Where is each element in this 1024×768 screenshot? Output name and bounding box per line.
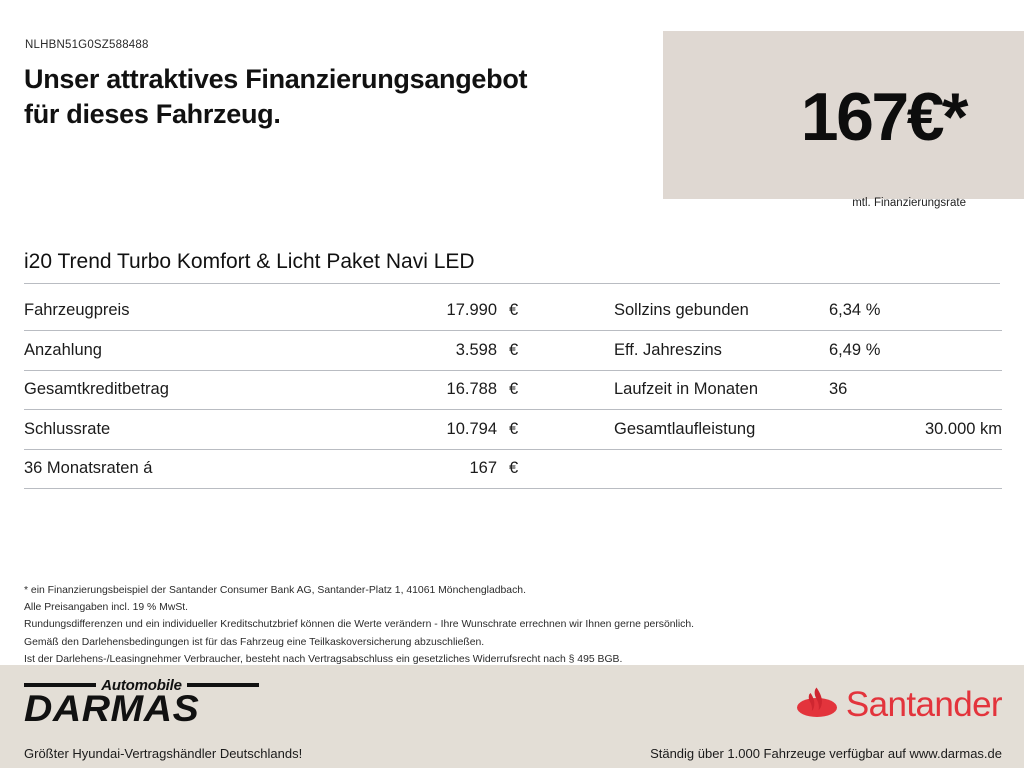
table-row: 36 Monatsraten á 167 € <box>24 449 1002 489</box>
disclaimer-line-4: Gemäß den Darlehensbedingungen ist für d… <box>24 636 485 648</box>
spec-label: Anzahlung <box>24 330 334 371</box>
spec-unit: € <box>509 291 614 331</box>
page-title-line-2: für dieses Fahrzeug. <box>24 99 281 130</box>
legal-disclaimer: * ein Finanzierungsbeispiel der Santande… <box>24 582 924 668</box>
spec-label: Eff. Jahreszins <box>614 330 829 371</box>
darmas-logo-main-text: DARMAS <box>24 688 200 729</box>
darmas-logo: Automobile DARMAS <box>24 676 259 729</box>
spec-label: Gesamtkreditbetrag <box>24 370 334 410</box>
table-row: Gesamtkreditbetrag 16.788 € Laufzeit in … <box>24 370 1002 410</box>
table-row: Fahrzeugpreis 17.990 € Sollzins gebunden… <box>24 291 1002 331</box>
dealer-tagline: Größter Hyundai-Vertragshändler Deutschl… <box>24 746 303 761</box>
spec-value: 167 <box>334 449 509 489</box>
spec-value: 30.000 km <box>829 409 1002 450</box>
spec-unit: € <box>509 370 614 410</box>
spec-label <box>614 449 829 489</box>
santander-logo-text: Santander <box>845 684 1003 724</box>
spec-label: Fahrzeugpreis <box>24 291 334 331</box>
spec-label: Sollzins gebunden <box>614 291 829 331</box>
spec-value: 17.990 <box>334 291 509 331</box>
spec-unit: € <box>509 330 614 371</box>
logo-rule-left-icon <box>24 683 97 687</box>
table-row: Schlussrate 10.794 € Gesamtlaufleistung … <box>24 409 1002 450</box>
spec-value: 6,34 % <box>829 291 1002 331</box>
monthly-rate-box: 167€* mtl. Finanzierungsrate <box>663 31 1024 209</box>
spec-value <box>829 449 1002 489</box>
availability-tagline: Ständig über 1.000 Fahrzeuge verfügbar a… <box>650 746 1002 761</box>
spec-unit: € <box>509 409 614 450</box>
table-row: Anzahlung 3.598 € Eff. Jahreszins 6,49 % <box>24 330 1002 371</box>
spec-label: Schlussrate <box>24 409 334 450</box>
monthly-rate-amount: 167€* <box>800 79 969 155</box>
darmas-logo-top-text: Automobile <box>101 676 182 694</box>
vehicle-model-title: i20 Trend Turbo Komfort & Licht Paket Na… <box>24 250 1000 284</box>
spec-value: 3.598 <box>334 330 509 371</box>
disclaimer-line-2: Alle Preisangaben incl. 19 % MwSt. <box>24 602 189 614</box>
spec-value: 6,49 % <box>829 330 1002 371</box>
darmas-logo-top-row: Automobile <box>24 676 259 694</box>
disclaimer-line-3: Rundungsdifferenzen und ein individuelle… <box>24 619 695 631</box>
spec-value: 36 <box>829 370 1002 410</box>
page-title: Unser attraktives Finanzierungsangebot f… <box>24 62 644 132</box>
spec-label: 36 Monatsraten á <box>24 449 334 489</box>
disclaimer-line-1: * ein Finanzierungsbeispiel der Santande… <box>24 585 526 596</box>
page-title-line-1: Unser attraktives Finanzierungsangebot <box>24 64 528 94</box>
spec-unit: € <box>509 449 614 489</box>
spec-value: 10.794 <box>334 409 509 450</box>
logo-rule-right-icon <box>186 683 259 687</box>
santander-flame-icon <box>796 686 838 723</box>
page-footer: Automobile DARMAS Größter Hyundai-Vertra… <box>0 665 1024 768</box>
disclaimer-line-5: Ist der Darlehens-/Leasingnehmer Verbrau… <box>24 653 623 665</box>
vehicle-identification-number: NLHBN51G0SZ588488 <box>25 39 149 51</box>
monthly-rate-caption: mtl. Finanzierungsrate <box>852 197 966 209</box>
financing-details-table: Fahrzeugpreis 17.990 € Sollzins gebunden… <box>24 291 1002 489</box>
spec-value: 16.788 <box>334 370 509 410</box>
spec-label: Laufzeit in Monaten <box>614 370 829 410</box>
santander-logo: Santander <box>796 683 1003 725</box>
offer-header: NLHBN51G0SZ588488 Unser attraktives Fina… <box>0 0 1024 209</box>
spec-label: Gesamtlaufleistung <box>614 409 829 450</box>
